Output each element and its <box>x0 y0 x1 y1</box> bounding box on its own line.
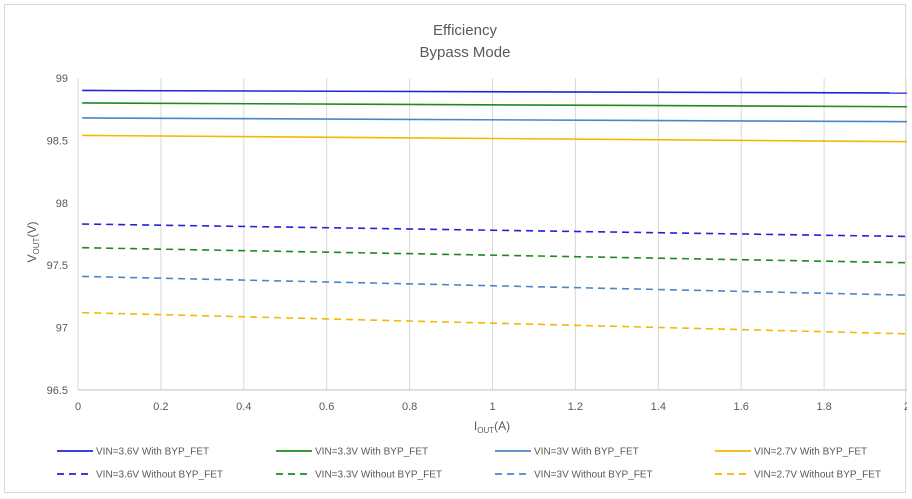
legend-label: VIN=2.7V With BYP_FET <box>754 447 867 458</box>
x-tick-label: 0.2 <box>153 401 168 413</box>
legend-label: VIN=3.3V Without BYP_FET <box>315 470 442 481</box>
series-lines <box>82 89 907 335</box>
x-tick-label: 1.2 <box>568 401 583 413</box>
x-tick-label: 0.6 <box>319 401 334 413</box>
x-tick-labels: 0 0.2 0.4 0.6 0.8 1 1.2 1.4 1.6 1.8 2 <box>75 401 907 413</box>
x-tick-label: 1.6 <box>734 401 749 413</box>
series-line-1 <box>82 89 907 94</box>
x-tick-label: 1.8 <box>816 401 831 413</box>
y-tick-label: 98 <box>56 198 68 210</box>
y-tick-label: 97.5 <box>47 260 68 272</box>
x-tick-label: 0.8 <box>402 401 417 413</box>
x-tick-label: 0.4 <box>236 401 251 413</box>
grid-layer <box>77 78 907 391</box>
chart-title: Efficiency <box>433 22 497 39</box>
efficiency-chart: Efficiency Bypass Mode 0 0.2 0.4 0.6 0.8 1 1.2… <box>25 22 907 481</box>
legend-label: VIN=3.6V With BYP_FET <box>96 447 209 458</box>
legend-label: VIN=3.6V Without BYP_FET <box>96 470 223 481</box>
chart-frame: Efficiency Bypass Mode 0 0.2 0.4 0.6 0.8 1 1.2… <box>4 4 907 493</box>
x-tick-label: 1.4 <box>651 401 666 413</box>
series-line-2 <box>82 102 907 108</box>
y-tick-label: 98.5 <box>47 135 68 147</box>
y-tick-label: 97 <box>56 323 68 335</box>
y-tick-labels: 96.5 97 97.5 98 98.5 99 <box>47 73 68 397</box>
series-line-4 <box>82 134 907 143</box>
legend-label: VIN=3V With BYP_FET <box>534 447 639 458</box>
series-line-7 <box>82 275 907 296</box>
series-line-8 <box>82 311 907 335</box>
legend: VIN=3.6V With BYP_FET VIN=3.3V With BYP_F… <box>57 447 881 481</box>
series-line-3 <box>82 117 907 123</box>
series-line-6 <box>82 246 907 264</box>
x-tick-label: 0 <box>75 401 81 413</box>
y-tick-label: 99 <box>56 73 68 85</box>
series-line-5 <box>82 223 907 238</box>
x-tick-label: 1 <box>489 401 495 413</box>
legend-label: VIN=3V Without BYP_FET <box>534 470 653 481</box>
legend-label: VIN=3.3V With BYP_FET <box>315 447 428 458</box>
x-axis-label: IOUT(A) <box>474 419 510 435</box>
legend-label: VIN=2.7V Without BYP_FET <box>754 470 881 481</box>
x-tick-label: 2 <box>904 401 907 413</box>
y-axis-label: VOUT(V) <box>25 222 41 263</box>
y-tick-label: 96.5 <box>47 385 68 397</box>
chart-subtitle: Bypass Mode <box>420 44 511 61</box>
